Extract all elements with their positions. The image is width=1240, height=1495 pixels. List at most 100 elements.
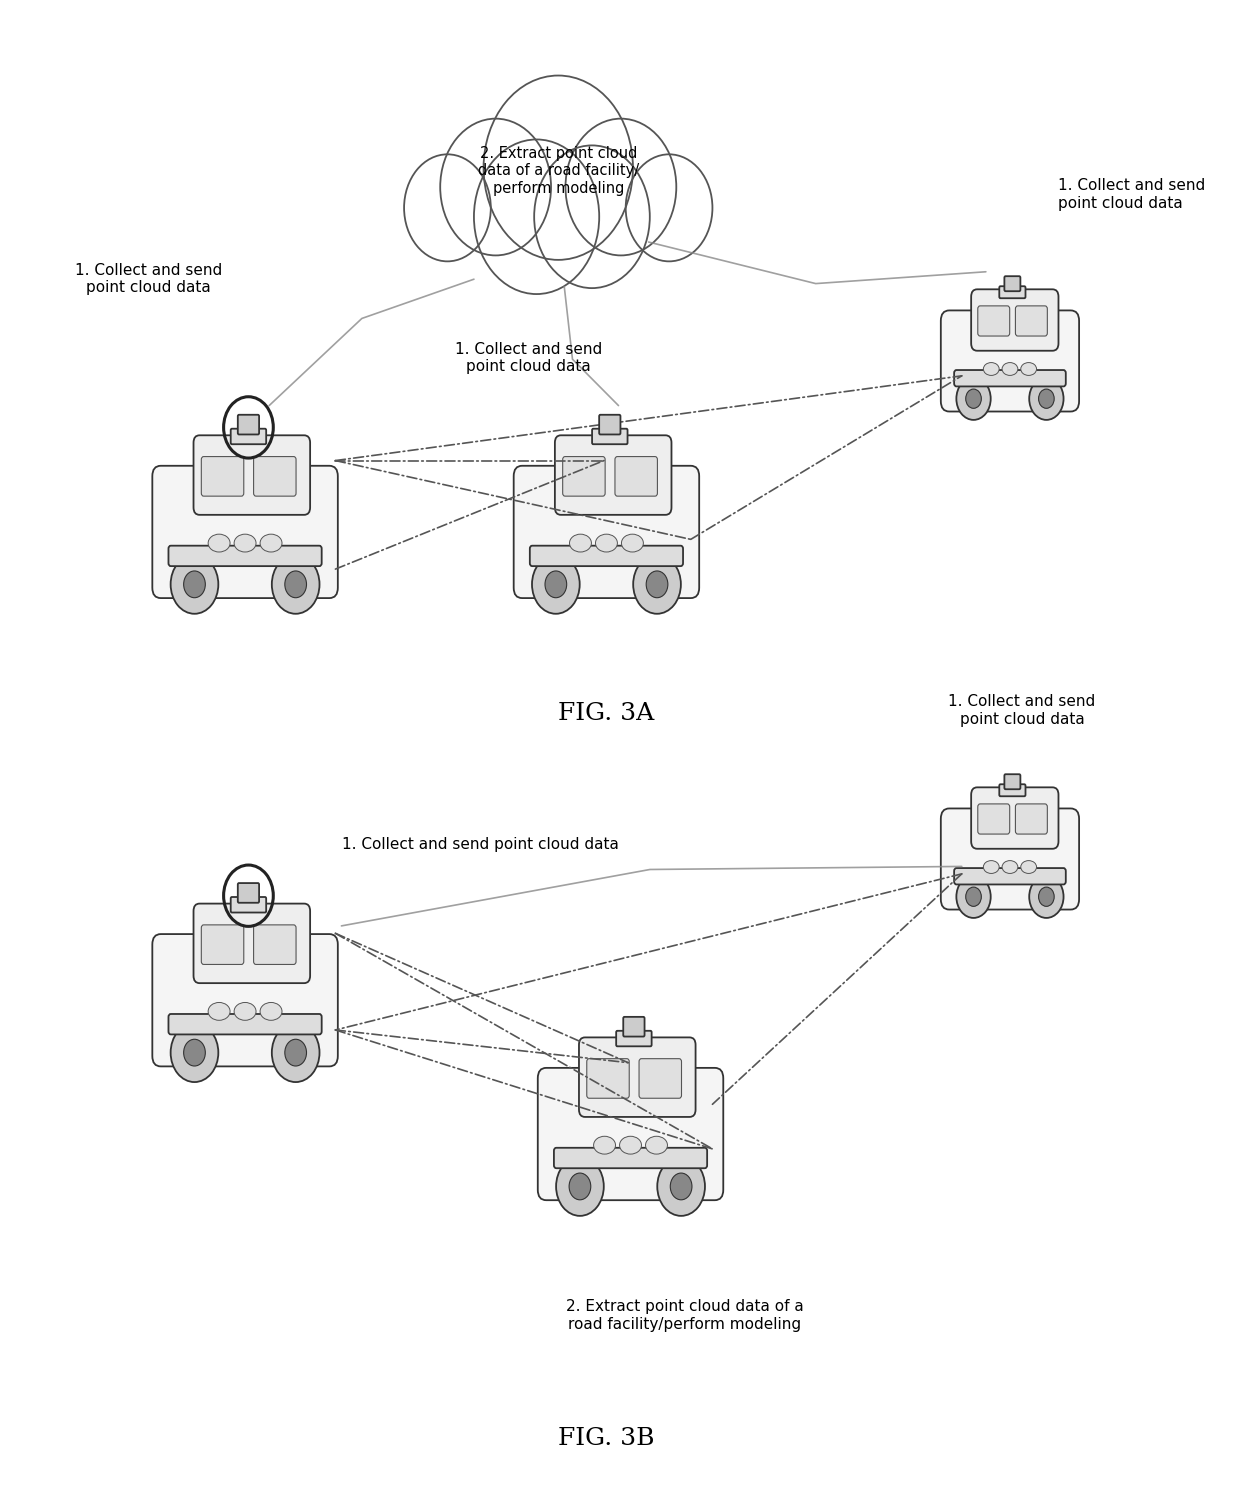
FancyBboxPatch shape — [579, 1038, 696, 1117]
FancyBboxPatch shape — [999, 785, 1025, 797]
Ellipse shape — [621, 534, 644, 552]
Ellipse shape — [646, 1136, 667, 1154]
Ellipse shape — [234, 1003, 255, 1020]
FancyBboxPatch shape — [193, 903, 310, 984]
Circle shape — [272, 1023, 320, 1082]
Circle shape — [556, 1157, 604, 1215]
Circle shape — [634, 555, 681, 614]
Circle shape — [598, 172, 663, 253]
FancyBboxPatch shape — [1004, 774, 1021, 789]
Circle shape — [474, 139, 599, 295]
Circle shape — [565, 118, 676, 256]
Circle shape — [966, 887, 981, 906]
Ellipse shape — [1021, 363, 1037, 375]
Text: 1. Collect and send
point cloud data: 1. Collect and send point cloud data — [76, 263, 222, 296]
Text: 1. Collect and send
point cloud data: 1. Collect and send point cloud data — [949, 694, 1096, 727]
FancyBboxPatch shape — [1004, 277, 1021, 292]
FancyBboxPatch shape — [169, 546, 321, 567]
FancyBboxPatch shape — [978, 804, 1009, 834]
FancyBboxPatch shape — [971, 290, 1059, 351]
Circle shape — [439, 157, 503, 238]
Circle shape — [565, 151, 649, 253]
FancyBboxPatch shape — [231, 897, 267, 912]
Circle shape — [502, 151, 585, 253]
Text: 2. Extract point cloud
data of a road facility/
perform modeling: 2. Extract point cloud data of a road fa… — [477, 147, 639, 196]
FancyBboxPatch shape — [639, 1058, 682, 1099]
Circle shape — [956, 876, 991, 918]
FancyBboxPatch shape — [941, 311, 1079, 411]
Ellipse shape — [569, 534, 591, 552]
FancyBboxPatch shape — [153, 466, 337, 598]
FancyBboxPatch shape — [591, 429, 627, 444]
Circle shape — [1039, 887, 1054, 906]
Circle shape — [484, 76, 632, 260]
FancyBboxPatch shape — [538, 1067, 723, 1200]
Circle shape — [475, 151, 558, 253]
Circle shape — [646, 571, 668, 598]
FancyBboxPatch shape — [238, 884, 259, 903]
Ellipse shape — [983, 861, 999, 873]
FancyBboxPatch shape — [201, 456, 244, 496]
Text: 1. Collect and send
point cloud data: 1. Collect and send point cloud data — [455, 342, 601, 374]
Circle shape — [501, 135, 594, 250]
Circle shape — [532, 555, 579, 614]
Ellipse shape — [1021, 861, 1037, 873]
FancyBboxPatch shape — [169, 1014, 321, 1035]
FancyBboxPatch shape — [599, 414, 620, 435]
FancyBboxPatch shape — [941, 809, 1079, 909]
Circle shape — [626, 154, 713, 262]
Ellipse shape — [620, 1136, 641, 1154]
Ellipse shape — [208, 534, 231, 552]
Circle shape — [272, 555, 320, 614]
Circle shape — [613, 157, 677, 238]
Circle shape — [966, 389, 981, 408]
Circle shape — [548, 126, 631, 229]
FancyBboxPatch shape — [978, 306, 1009, 336]
FancyBboxPatch shape — [254, 456, 296, 496]
FancyBboxPatch shape — [254, 925, 296, 964]
FancyBboxPatch shape — [201, 925, 244, 964]
FancyBboxPatch shape — [954, 869, 1066, 885]
FancyBboxPatch shape — [563, 456, 605, 496]
Circle shape — [184, 571, 206, 598]
Ellipse shape — [1002, 861, 1018, 873]
Circle shape — [485, 126, 568, 229]
Circle shape — [956, 378, 991, 420]
Circle shape — [532, 139, 619, 245]
FancyBboxPatch shape — [238, 414, 259, 435]
Ellipse shape — [595, 534, 618, 552]
Text: FIG. 3B: FIG. 3B — [558, 1428, 655, 1450]
Ellipse shape — [983, 363, 999, 375]
Circle shape — [285, 571, 306, 598]
FancyBboxPatch shape — [616, 1032, 652, 1046]
Text: 2. Extract point cloud data of a
road facility/perform modeling: 2. Extract point cloud data of a road fa… — [565, 1299, 804, 1332]
FancyBboxPatch shape — [587, 1058, 629, 1099]
Circle shape — [521, 163, 608, 271]
FancyBboxPatch shape — [193, 435, 310, 514]
FancyBboxPatch shape — [153, 934, 337, 1066]
Circle shape — [171, 555, 218, 614]
FancyBboxPatch shape — [1016, 804, 1048, 834]
Circle shape — [460, 172, 525, 253]
Ellipse shape — [234, 534, 255, 552]
Text: 1. Collect and send point cloud data: 1. Collect and send point cloud data — [341, 837, 619, 852]
FancyBboxPatch shape — [954, 371, 1066, 386]
FancyBboxPatch shape — [1016, 306, 1048, 336]
Circle shape — [1039, 389, 1054, 408]
FancyBboxPatch shape — [554, 435, 672, 514]
Text: 1. Collect and send
point cloud data: 1. Collect and send point cloud data — [1058, 178, 1205, 211]
Circle shape — [404, 154, 491, 262]
FancyBboxPatch shape — [513, 466, 699, 598]
FancyBboxPatch shape — [624, 1017, 645, 1036]
Circle shape — [184, 1039, 206, 1066]
Circle shape — [285, 1039, 306, 1066]
Circle shape — [1029, 876, 1064, 918]
Ellipse shape — [1002, 363, 1018, 375]
Text: FIG. 3A: FIG. 3A — [558, 701, 655, 725]
Circle shape — [657, 1157, 706, 1215]
Ellipse shape — [594, 1136, 615, 1154]
Ellipse shape — [260, 534, 281, 552]
Ellipse shape — [208, 1003, 231, 1020]
FancyBboxPatch shape — [529, 546, 683, 567]
Circle shape — [546, 571, 567, 598]
